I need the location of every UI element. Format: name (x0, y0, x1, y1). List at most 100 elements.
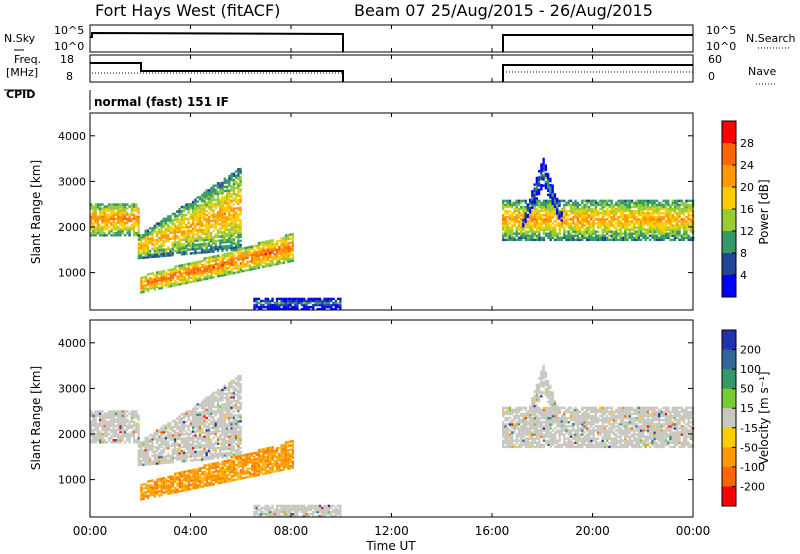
velocity-cell (237, 397, 240, 401)
power-cell (567, 218, 570, 221)
power-cell (158, 279, 161, 282)
power-cell (291, 255, 295, 258)
velocity-cell (155, 458, 159, 461)
velocity-cell (121, 439, 124, 442)
velocity-cell (132, 439, 136, 442)
power-cell (603, 226, 607, 229)
power-cell (506, 205, 509, 209)
velocity-cell (153, 482, 157, 486)
velocity-cell (192, 448, 195, 452)
velocity-cell (192, 430, 195, 433)
power-cell (633, 211, 636, 215)
power-cell (92, 232, 95, 235)
power-cell (651, 201, 654, 205)
power-cell (689, 224, 692, 227)
power-cell (538, 228, 541, 231)
power-cell (128, 213, 131, 217)
velocity-cell (203, 456, 206, 459)
power-cell (678, 228, 681, 231)
power-cell (678, 226, 681, 229)
power-cell (608, 230, 611, 233)
velocity-cell (123, 418, 127, 421)
power-cell (504, 228, 507, 231)
velocity-cell (201, 406, 204, 410)
power-cell (612, 211, 616, 215)
power-cell (280, 299, 283, 303)
power-cell (242, 269, 245, 273)
nave-tick-top: 60 (708, 53, 722, 66)
power-cell (182, 238, 186, 241)
power-cell (217, 273, 220, 276)
power-cell (280, 303, 283, 307)
velocity-cell (112, 410, 115, 413)
power-cell (94, 217, 97, 221)
power-cell (685, 236, 688, 240)
power-cell (278, 239, 281, 243)
power-cell (101, 232, 104, 235)
power-cell (203, 214, 206, 217)
power-cell (196, 204, 199, 207)
velocity-cell (132, 416, 136, 419)
power-cell (239, 262, 243, 265)
velocity-cell (192, 444, 195, 448)
power-cell (92, 209, 95, 212)
power-cell (644, 220, 647, 223)
velocity-cell (221, 437, 224, 441)
power-cell (554, 211, 557, 215)
power-cell (207, 199, 211, 202)
power-cell (189, 223, 193, 226)
power-cell (660, 218, 663, 221)
power-cell (601, 220, 604, 223)
power-cell (574, 207, 577, 211)
power-cell (151, 247, 154, 250)
power-cell (502, 222, 505, 225)
velocity-cell (223, 386, 226, 389)
power-cell (682, 207, 686, 211)
power-cell (117, 213, 120, 217)
power-cell (644, 203, 647, 207)
power-cell (284, 299, 288, 303)
power-cell (144, 246, 147, 249)
power-cell (207, 238, 211, 241)
power-cell (615, 226, 618, 229)
velocity-cell (234, 401, 238, 405)
velocity-cell (176, 452, 179, 455)
velocity-cell (108, 439, 111, 442)
power-cell (121, 232, 124, 235)
power-cell (339, 305, 342, 309)
power-cell (502, 226, 505, 229)
velocity-cell (130, 414, 133, 417)
power-cell (323, 303, 326, 307)
power-cell (121, 213, 124, 217)
power-cell (671, 218, 674, 221)
power-cell (327, 301, 331, 305)
power-cell (189, 239, 193, 243)
velocity-cell (192, 409, 195, 413)
velocity-cell (232, 400, 235, 403)
power-cell (225, 232, 229, 236)
velocity-cell (234, 393, 238, 397)
power-cell (511, 238, 514, 242)
power-cell (687, 222, 690, 225)
power-cell (228, 191, 231, 194)
power-cell (533, 189, 536, 193)
power-cell (528, 202, 532, 206)
power-cell (515, 209, 518, 213)
power-cell (210, 274, 213, 277)
power-cell (529, 216, 532, 219)
power-cell (644, 211, 647, 215)
power-cell (103, 232, 106, 235)
power-cell (533, 209, 536, 213)
power-cell (123, 209, 127, 212)
power-cell (658, 203, 661, 207)
power-cell (601, 236, 604, 240)
velocity-cell (214, 405, 217, 409)
power-cell (214, 248, 217, 251)
power-cell (180, 244, 183, 248)
power-cell (212, 242, 215, 245)
velocity-cell (160, 433, 163, 436)
velocity-cell (176, 450, 179, 453)
power-cell (535, 186, 538, 190)
velocity-cell (230, 443, 233, 446)
velocity-cell (144, 442, 147, 446)
